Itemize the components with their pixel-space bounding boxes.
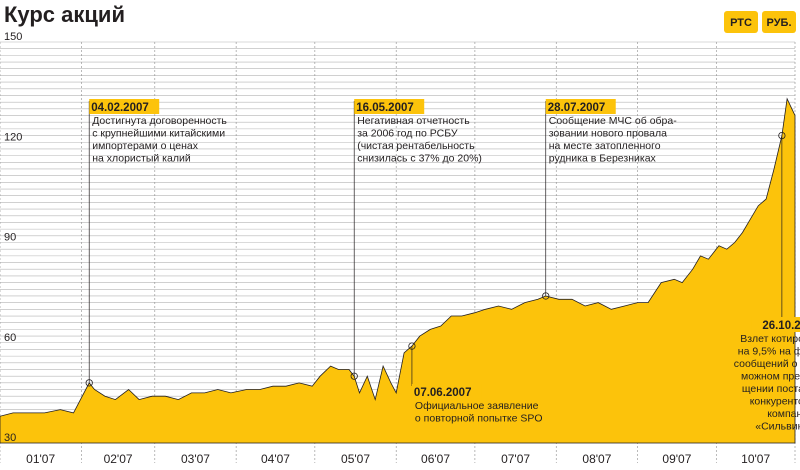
annotation-text-line: щении поставок — [742, 383, 800, 395]
annotation-marker — [350, 372, 358, 380]
x-tick-label: 08'07 — [582, 452, 611, 466]
annotation-date-highlight — [354, 99, 425, 114]
annotation-date: 28.07.2007 — [548, 102, 606, 114]
x-tick-label: 09'07 — [662, 452, 691, 466]
x-axis: 01'07 02'07 03'07 04'07 05'07 06'07 07'07 08'07… — [26, 452, 770, 466]
chart-title: Курс акций — [4, 2, 125, 27]
annotation-date-highlight — [545, 99, 616, 114]
annotation-text-line: «Сильвинит» — [755, 421, 800, 433]
annotation-text-line: снизилась с 37% до 20%) — [357, 153, 482, 165]
x-tick-label: 07'07 — [501, 452, 530, 466]
legend: РТС РУБ. — [724, 11, 796, 33]
x-tick-label: 02'07 — [104, 452, 133, 466]
annotation-text-line: с крупнейшими китайскими — [92, 128, 225, 140]
annotation-date: 07.06.2007 — [414, 387, 472, 399]
legend-rub-badge — [762, 11, 796, 33]
y-tick-label: 30 — [4, 432, 16, 444]
annotation-text-line: на хлористый калий — [92, 153, 191, 165]
annotation-date-highlight — [411, 384, 482, 399]
y-tick-label: 90 — [4, 232, 16, 244]
annotation-marker — [85, 379, 93, 387]
annotation-text-line: (чистая рентабельность — [357, 140, 475, 152]
annotation: 26.10.2007Взлет котировокна 9,5% на фоне… — [734, 131, 800, 433]
annotation-text-line: на месте затопленного — [549, 140, 661, 152]
y-tick-label: 150 — [4, 31, 22, 43]
annotation-date: 16.05.2007 — [356, 102, 414, 114]
annotation-text-line: Сообщение МЧС об обра- — [549, 115, 677, 127]
annotation-text-line: за 2006 год по РСБУ — [357, 128, 458, 140]
annotation-date: 04.02.2007 — [91, 102, 149, 114]
annotation-text-line: сообщений о воз- — [734, 358, 800, 370]
x-tick-label: 05'07 — [341, 452, 370, 466]
x-tick-label: 06'07 — [421, 452, 450, 466]
annotation-marker — [542, 292, 550, 300]
annotation-text-line: можном прекра- — [741, 371, 800, 383]
annotation-text-line: Негативная отчетность — [357, 115, 470, 127]
x-tick-label: 03'07 — [181, 452, 210, 466]
price-area — [0, 97, 796, 444]
annotation-text-line: Взлет котировок — [740, 333, 800, 345]
annotation-marker — [408, 342, 416, 350]
annotation-marker — [778, 131, 786, 140]
annotation-text-line: компанией — [767, 408, 800, 420]
legend-rts: РТС — [730, 17, 752, 29]
annotation-date: 26.10.2007 — [762, 320, 800, 332]
annotation-text-line: Достигнута договоренность — [92, 115, 227, 127]
annotation-text-line: на 9,5% на фоне — [738, 346, 800, 358]
annotation-date-highlight — [751, 317, 800, 332]
y-axis: 30 60 90 120 150 — [4, 31, 22, 444]
annotation-text-line: зовании нового провала — [549, 128, 667, 140]
y-tick-label: 120 — [4, 131, 22, 143]
x-tick-label: 04'07 — [261, 452, 290, 466]
legend-rub: РУБ. — [767, 17, 792, 29]
x-tick-label: 01'07 — [26, 452, 55, 466]
annotation-text-line: о повторной попытке SPO — [415, 413, 543, 425]
annotation-text-line: рудника в Березниках — [549, 153, 657, 165]
annotation-text-line: импортерами о ценах — [92, 140, 199, 152]
annotation-date-highlight — [89, 99, 160, 114]
annotation-text-line: Официальное заявление — [415, 400, 539, 412]
annotation-text-line: конкурентом – — [750, 396, 800, 408]
y-tick-label: 60 — [4, 332, 16, 344]
legend-rts-badge — [724, 11, 758, 33]
x-tick-label: 10'07 — [741, 452, 770, 466]
